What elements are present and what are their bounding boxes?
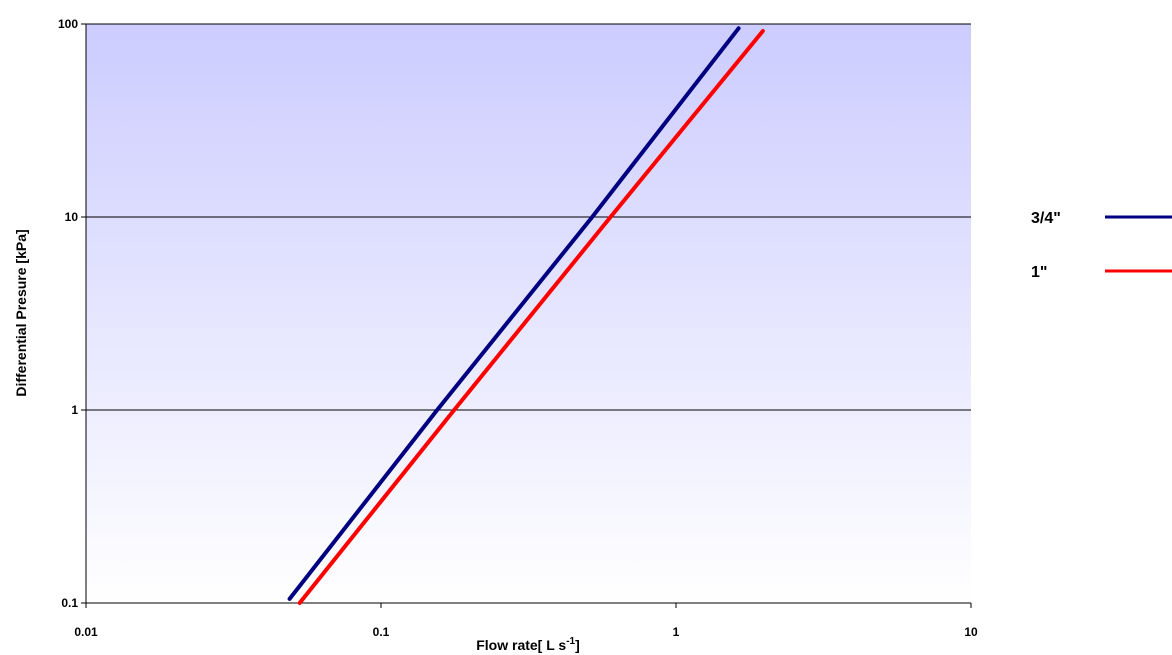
legend-label-0: 3/4" [1031, 210, 1061, 227]
plot-area [86, 24, 971, 603]
y-tick-label-1: 1 [71, 403, 78, 417]
x-tick-label-3: 10 [964, 625, 978, 639]
x-axis-title-main: Flow rate[ L s [476, 637, 566, 653]
x-axis-title-suffix: ] [575, 637, 580, 653]
series-line-1 [297, 28, 765, 605]
x-tick-label-1: 0.1 [373, 625, 390, 639]
y-axis-title: Differential Presure [kPa] [13, 229, 29, 396]
legend: 3/4" 1" [1031, 210, 1172, 281]
y-tick-label-3: 100 [58, 17, 78, 31]
y-tick-label-2: 10 [65, 210, 79, 224]
x-axis-title: Flow rate[ L s-1] [476, 636, 580, 653]
x-axis-title-superscript: -1 [566, 636, 575, 647]
x-tick-labels: 0.01 0.1 1 10 [74, 625, 978, 639]
legend-label-1: 1" [1031, 264, 1047, 281]
y-tick-labels: 0.1 1 10 100 [58, 17, 78, 610]
x-tick-label-2: 1 [673, 625, 680, 639]
series-line-0 [287, 26, 741, 601]
y-tick-label-0: 0.1 [61, 596, 78, 610]
x-tick-label-0: 0.01 [74, 625, 98, 639]
axes [81, 23, 972, 608]
series-lines [287, 26, 765, 605]
